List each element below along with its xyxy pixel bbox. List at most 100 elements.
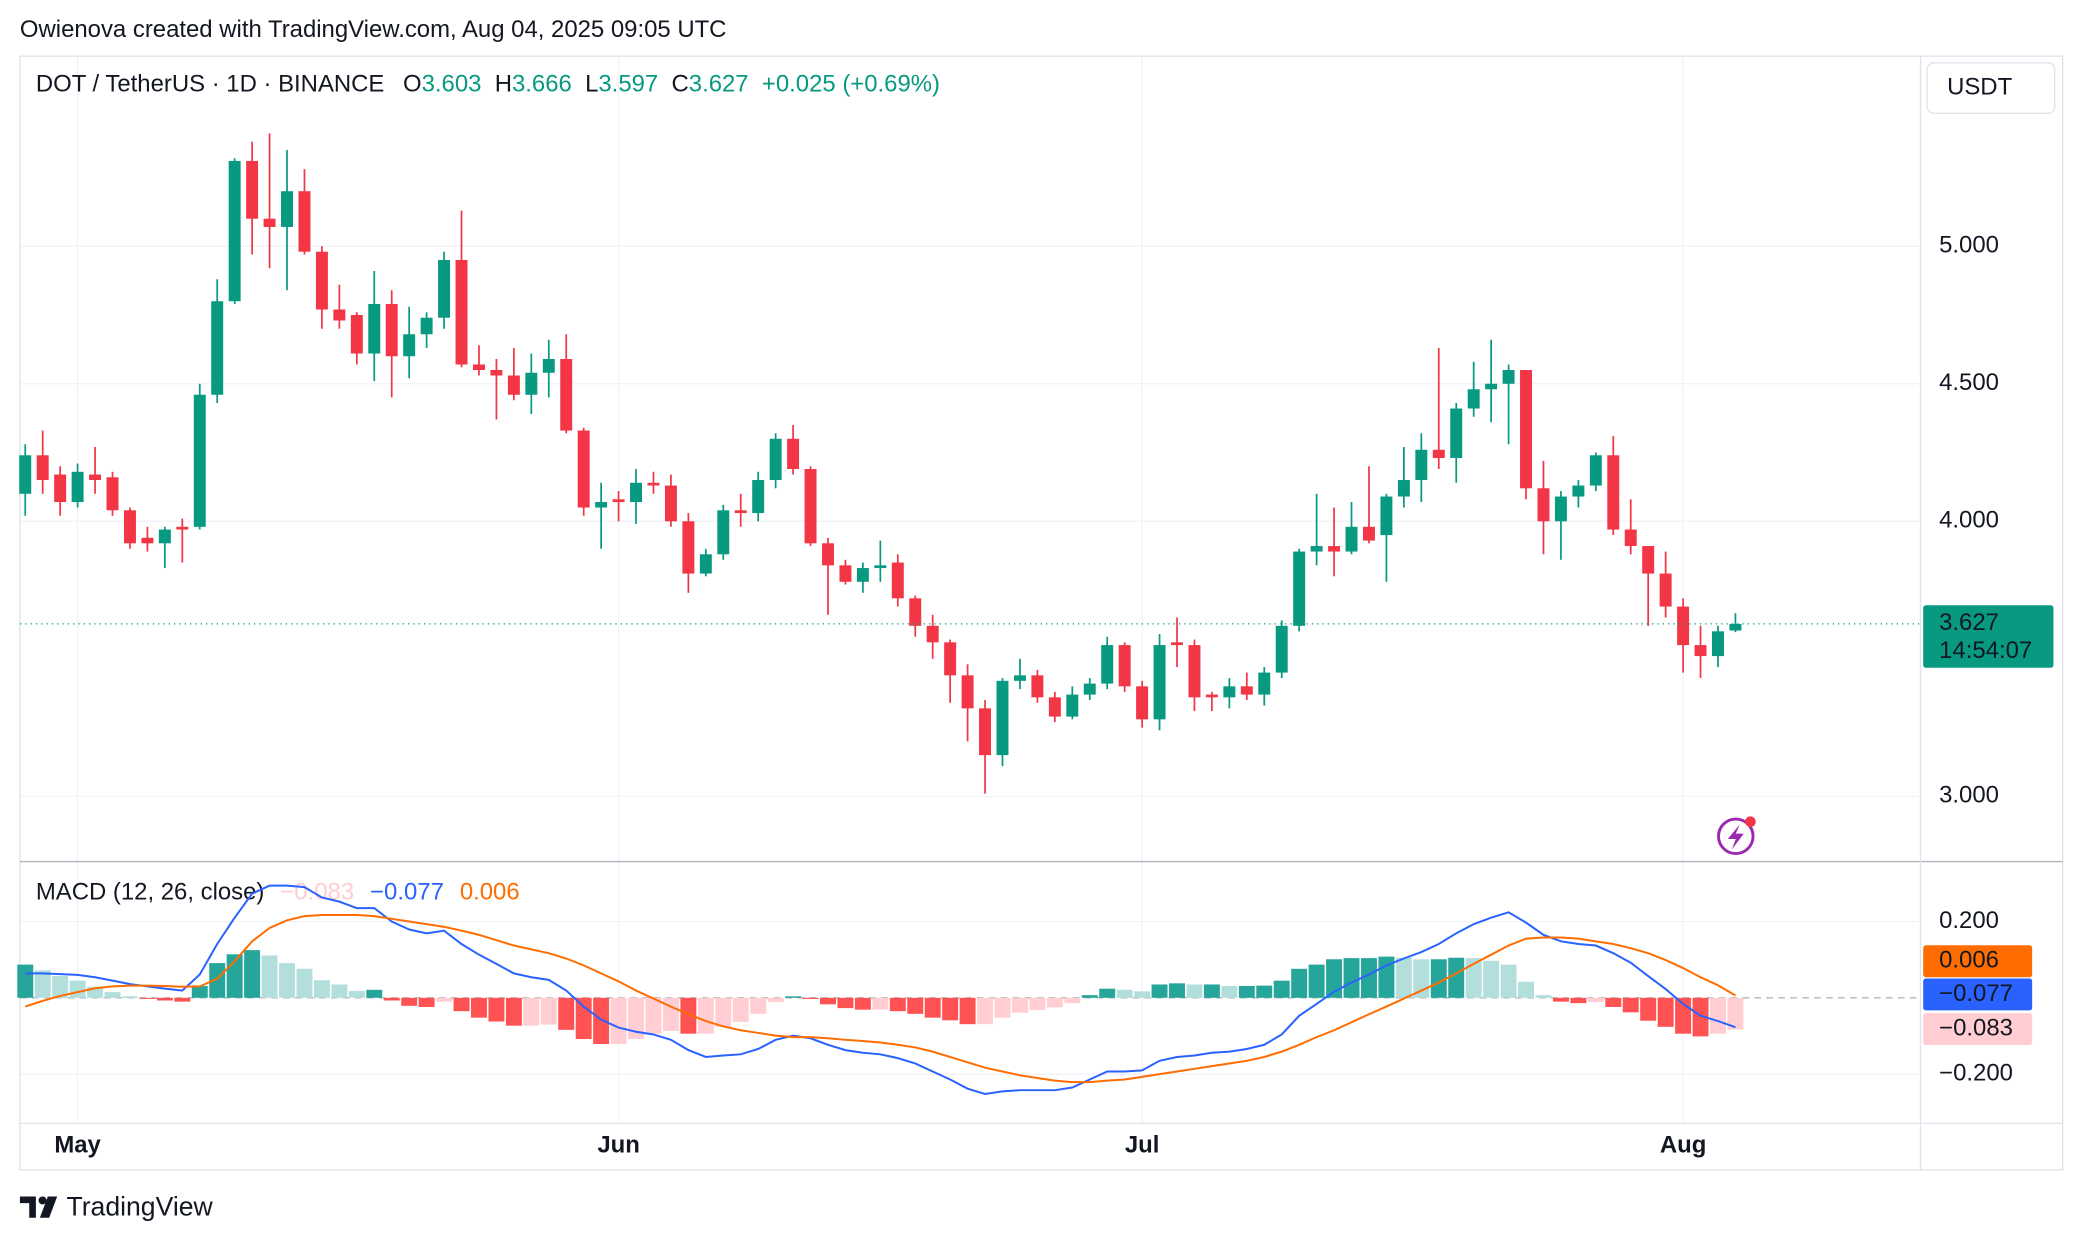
candle-body xyxy=(438,259,451,318)
histogram-bar xyxy=(1238,985,1255,998)
histogram-bar xyxy=(383,997,400,1001)
candle-body xyxy=(1485,383,1498,390)
histogram-bar xyxy=(785,996,802,998)
candle-body xyxy=(717,510,730,555)
histogram-bar xyxy=(505,997,522,1026)
candle-body xyxy=(1380,496,1393,536)
histogram-bar xyxy=(1308,964,1325,998)
histogram-bar xyxy=(156,997,173,1001)
histogram-bar xyxy=(837,997,854,1009)
macd-legend: MACD (12, 26, close) −0.083 −0.077 0.006 xyxy=(36,879,520,906)
histogram-bar xyxy=(1535,995,1552,998)
candle-body xyxy=(979,708,992,756)
histogram-bar xyxy=(1657,997,1674,1027)
histogram-bar xyxy=(1587,997,1604,1003)
histogram-bar xyxy=(1518,981,1534,998)
histogram-bar xyxy=(191,985,208,998)
ohlc-value: 3.603 xyxy=(422,71,482,98)
histogram-bar xyxy=(348,990,365,998)
candle-body xyxy=(1450,408,1463,459)
candle-body xyxy=(1031,675,1044,698)
value-tag xyxy=(1923,945,2033,978)
candle-body xyxy=(1607,455,1620,530)
ohlc-value: 3.627 xyxy=(689,71,749,98)
histogram-bar xyxy=(1186,984,1203,998)
candle-body xyxy=(350,314,363,354)
candle-body xyxy=(926,625,939,643)
histogram-bar xyxy=(1570,997,1587,1004)
histogram-bar xyxy=(244,950,261,998)
ohlc-key: L xyxy=(585,71,598,98)
y-tick-label: 3.000 xyxy=(1939,782,1999,809)
candle-body xyxy=(1554,496,1567,522)
histogram-bar xyxy=(1064,997,1081,1004)
histogram-bar xyxy=(872,997,889,1010)
candle-body xyxy=(1275,625,1288,673)
candle-body xyxy=(647,482,660,486)
y-tick-label: −0.200 xyxy=(1939,1059,2013,1086)
brand-logo xyxy=(19,1196,58,1218)
symbol: DOT / TetherUS · 1D · BINANCE xyxy=(36,71,385,98)
histogram-bar xyxy=(470,997,487,1018)
candle-body xyxy=(891,562,904,599)
macd-title: MACD (12, 26, close) xyxy=(36,879,265,906)
candle-body xyxy=(1171,642,1183,646)
candle-body xyxy=(193,394,206,527)
candle-body xyxy=(385,303,398,357)
histogram-bar xyxy=(889,997,906,1012)
histogram-bar xyxy=(1692,997,1709,1037)
histogram-bar xyxy=(715,997,732,1027)
candle-body xyxy=(333,309,346,321)
bolt-dot[interactable] xyxy=(1745,816,1756,828)
y-tick-label: 5.000 xyxy=(1939,232,1999,259)
candle-body xyxy=(176,526,189,530)
bolt-icon[interactable] xyxy=(1717,816,1756,856)
histogram-bar xyxy=(1622,997,1639,1013)
logo-part xyxy=(38,1196,47,1205)
value-tag-label: −0.083 xyxy=(1939,1014,2013,1041)
candle-body xyxy=(490,370,503,376)
candle-body xyxy=(1502,370,1515,384)
candle-body xyxy=(54,474,67,503)
histogram-bar xyxy=(261,955,278,998)
histogram-bar xyxy=(523,997,540,1026)
histogram-bar xyxy=(628,997,645,1040)
histogram-bar xyxy=(401,997,418,1006)
histogram-bar xyxy=(994,997,1011,1018)
ohlc-value: 3.597 xyxy=(598,71,658,98)
legend-value: 0.006 xyxy=(460,879,520,906)
histogram-bar xyxy=(1099,988,1116,998)
candle-body xyxy=(36,455,49,481)
candle-body xyxy=(1293,551,1306,626)
candle-body xyxy=(211,301,224,395)
candle-body xyxy=(787,438,800,470)
candle-body xyxy=(1432,449,1445,459)
histogram-bar xyxy=(209,963,226,998)
histogram-bar xyxy=(802,997,819,999)
candle-body xyxy=(822,543,834,566)
candle-body xyxy=(1415,449,1428,481)
histogram-bar xyxy=(1500,964,1517,998)
histogram-bar xyxy=(1169,983,1185,998)
candle-body xyxy=(909,598,922,626)
currency[interactable]: USDT xyxy=(1947,73,2012,100)
candle-body xyxy=(1258,672,1271,695)
histogram-bar xyxy=(1448,957,1465,998)
x-tick-label: Jul xyxy=(1125,1131,1160,1158)
currency-box[interactable] xyxy=(1926,62,2056,114)
histogram-bar xyxy=(1552,997,1569,1002)
logo-part xyxy=(19,1196,36,1218)
candle-body xyxy=(595,502,608,508)
bolt[interactable] xyxy=(1727,824,1744,850)
histogram-bar xyxy=(1727,997,1744,1030)
histogram-bar xyxy=(1360,958,1377,998)
candle-body xyxy=(525,372,538,395)
histogram-bar xyxy=(1710,997,1726,1034)
legend-value: −0.077 xyxy=(370,879,444,906)
histogram-bar xyxy=(279,963,295,998)
candle-body xyxy=(1188,645,1201,698)
y-tick-label: 4.000 xyxy=(1939,507,1999,534)
bolt-ring[interactable] xyxy=(1717,817,1755,856)
candle-body xyxy=(874,565,887,569)
